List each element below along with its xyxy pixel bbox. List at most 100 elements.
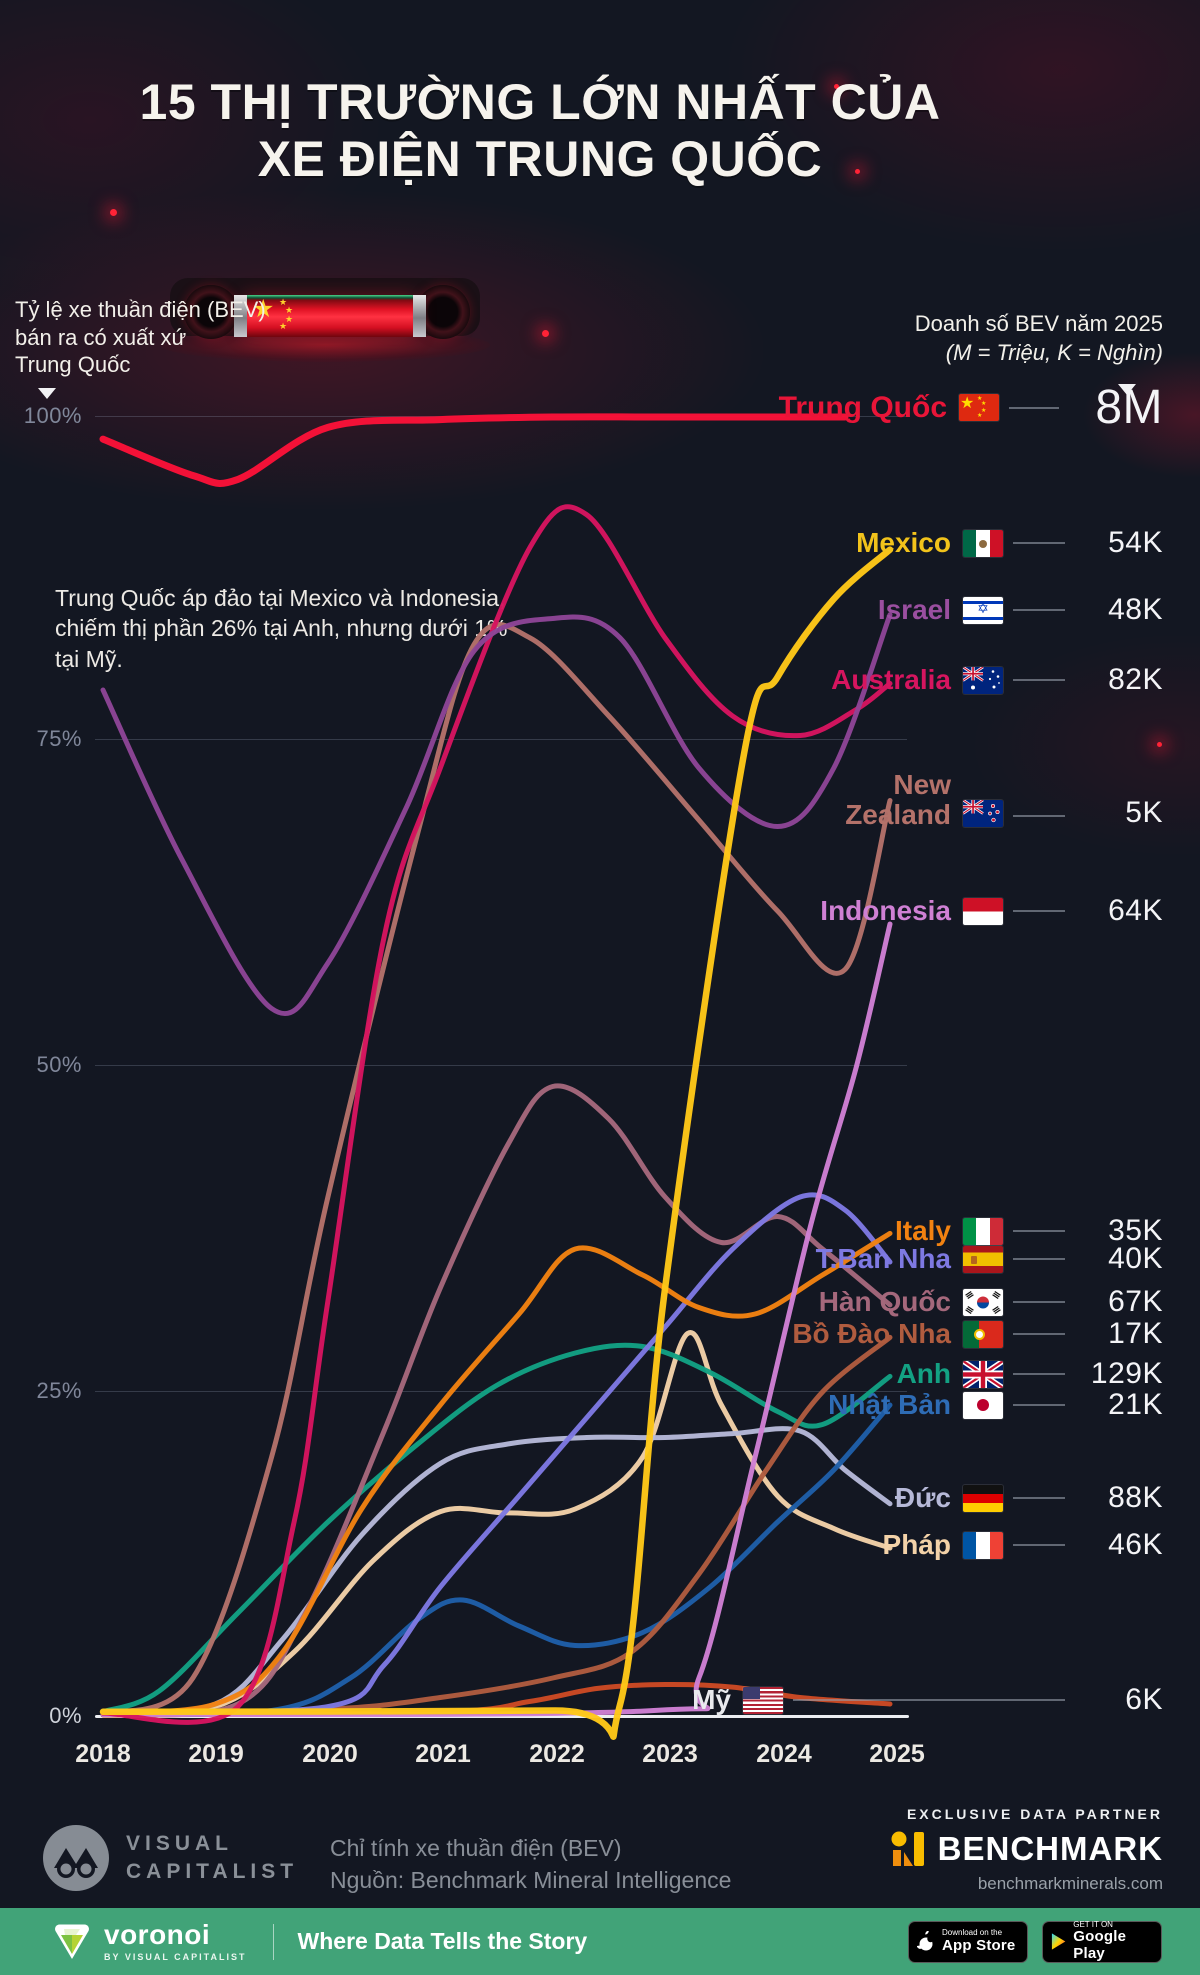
flag-mexico-icon — [963, 529, 1003, 557]
flag-italy-icon — [963, 1217, 1003, 1245]
flag-uk-icon — [963, 1360, 1003, 1388]
voronoi-footer-bar: voronoi BY VISUAL CAPITALIST Where Data … — [0, 1908, 1200, 1975]
battery-car-illustration: ★ ★ ★ ★ ★ — [160, 250, 490, 370]
country-label: Mexico — [856, 527, 951, 558]
country-label: Anh — [896, 1358, 951, 1389]
leader-line — [1013, 542, 1065, 544]
glow-dot — [855, 169, 860, 174]
visual-capitalist-logo: VISUAL CAPITALIST — [40, 1822, 298, 1894]
badge-top-text: GET IT ON — [1073, 1919, 1113, 1929]
x-tick-2019: 2019 — [188, 1740, 244, 1768]
partner-label: EXCLUSIVE DATA PARTNER — [906, 1806, 1163, 1822]
value-label: 54K — [1108, 526, 1163, 559]
legend-row-indonesia: Indonesia 64K — [600, 894, 1163, 928]
value-label: 8M — [1095, 381, 1163, 434]
leader-line — [1013, 910, 1065, 912]
value-label: 64K — [1108, 894, 1163, 927]
google-play-icon — [1051, 1933, 1066, 1950]
app-store-badge[interactable]: Download on the App Store — [908, 1920, 1028, 1963]
value-label: 6K — [1125, 1683, 1163, 1716]
flag-star-icon: ★ — [279, 297, 288, 307]
country-label: T.Ban Nha — [815, 1243, 951, 1274]
vc-wordmark-line: VISUAL — [126, 1831, 234, 1855]
legend-row-israel: Israel ✡ 48K — [600, 593, 1163, 627]
leader-line — [1013, 1230, 1065, 1232]
page-title: 15 THỊ TRƯỜNG LỚN NHẤT CỦA XE ĐIỆN TRUNG… — [0, 74, 1080, 187]
x-tick-2022: 2022 — [529, 1740, 585, 1768]
glow-dot — [110, 209, 117, 216]
partner-name: BENCHMARK — [937, 1830, 1163, 1867]
legend-row-my: Mỹ 6K — [600, 1683, 1163, 1717]
leader-line — [1013, 815, 1065, 818]
voronoi-wordmark: voronoi — [104, 1919, 211, 1950]
apple-icon — [917, 1931, 934, 1951]
legend-row-mexico: Mexico 54K — [600, 526, 1163, 560]
glow-dot — [542, 330, 549, 337]
glow-dot — [834, 84, 839, 89]
car-wheel-left-icon — [184, 285, 238, 339]
y-tick-75: 75% — [36, 726, 82, 751]
title-line-1: 15 THỊ TRƯỜNG LỚN NHẤT CỦA — [139, 74, 941, 130]
gridline-50 — [95, 1065, 907, 1066]
x-tick-2025: 2025 — [869, 1740, 925, 1768]
flag-south-korea-icon — [963, 1288, 1003, 1316]
badge-bottom-text: App Store — [942, 1936, 1016, 1954]
tagline: Where Data Tells the Story — [297, 1928, 588, 1954]
battery-cap-icon — [413, 295, 426, 337]
legend-row-tay-ban-nha: T.Ban Nha 40K — [600, 1242, 1163, 1276]
flag-japan-icon — [963, 1391, 1003, 1419]
leader-line — [1013, 1497, 1065, 1499]
legend-row-phap: Pháp 46K — [600, 1528, 1163, 1562]
footnote: Chỉ tính xe thuần điện (BEV) — [330, 1835, 622, 1861]
x-tick-2018: 2018 — [75, 1740, 131, 1768]
value-label: 82K — [1108, 663, 1163, 696]
legend-row-new-zealand: New Zealand 5K — [600, 769, 1163, 831]
badge-bottom-text: Google Play — [1073, 1928, 1127, 1962]
badge-top-text: Download on the — [942, 1927, 1003, 1937]
subtitle-left-line: Tỷ lệ xe thuần điện (BEV) — [15, 297, 266, 322]
subtitle-left-line: Trung Quốc — [15, 352, 131, 377]
value-label: 40K — [1108, 1242, 1163, 1275]
country-label: Trung Quốc — [778, 390, 947, 424]
partner-url[interactable]: benchmarkminerals.com — [977, 1874, 1163, 1893]
country-label: Italy — [894, 1215, 951, 1246]
value-label: 48K — [1108, 593, 1163, 626]
y-tick-25: 25% — [36, 1378, 82, 1403]
divider — [272, 1923, 274, 1960]
value-label: 88K — [1108, 1481, 1163, 1514]
chart-annotation: Trung Quốc áp đảo tại Mexico và Indonesi… — [55, 585, 508, 672]
country-label: Mỹ — [692, 1684, 731, 1715]
country-label: Australia — [831, 664, 951, 695]
flag-star-icon: ★ — [279, 321, 288, 331]
leader-line — [1013, 1301, 1065, 1303]
pointer-down-icon — [38, 388, 56, 399]
flag-portugal-icon — [963, 1320, 1003, 1348]
flag-new-zealand-icon — [963, 800, 1003, 828]
value-label: 46K — [1108, 1528, 1163, 1561]
country-label: Đức — [894, 1482, 951, 1513]
google-play-badge[interactable]: GET IT ON Google Play — [1042, 1919, 1162, 1963]
value-label: 129K — [1090, 1357, 1163, 1390]
pointer-down-icon — [1118, 384, 1136, 395]
voronoi-logo: voronoi BY VISUAL CAPITALIST — [52, 1921, 247, 1962]
data-partner-block: EXCLUSIVE DATA PARTNER BENCHMARK benchma… — [890, 1806, 1163, 1894]
flag-australia-icon — [963, 666, 1003, 694]
legend-row-australia: Australia 82K — [600, 663, 1163, 697]
x-tick-2021: 2021 — [415, 1740, 471, 1768]
source-line: Nguồn: Benchmark Mineral Intelligence — [330, 1867, 732, 1894]
y-tick-50: 50% — [36, 1052, 82, 1077]
legend-row-han-quoc: Hàn Quốc 67K — [600, 1285, 1163, 1319]
flag-germany-icon — [963, 1484, 1003, 1512]
x-tick-2020: 2020 — [302, 1740, 358, 1768]
country-label: New Zealand — [845, 769, 951, 831]
flag-spain-icon — [963, 1245, 1003, 1273]
value-label: 35K — [1108, 1214, 1163, 1247]
voronoi-byline: BY VISUAL CAPITALIST — [104, 1952, 247, 1962]
leader-line — [1013, 679, 1065, 681]
leader-line — [793, 1699, 1065, 1701]
country-label: Hàn Quốc — [818, 1286, 951, 1317]
country-label: Indonesia — [820, 895, 951, 926]
value-label: 5K — [1125, 796, 1163, 830]
battery-cap-icon — [234, 295, 247, 337]
axis-subtitle-left: Tỷ lệ xe thuần điện (BEV) bán ra có xuất… — [15, 296, 266, 379]
